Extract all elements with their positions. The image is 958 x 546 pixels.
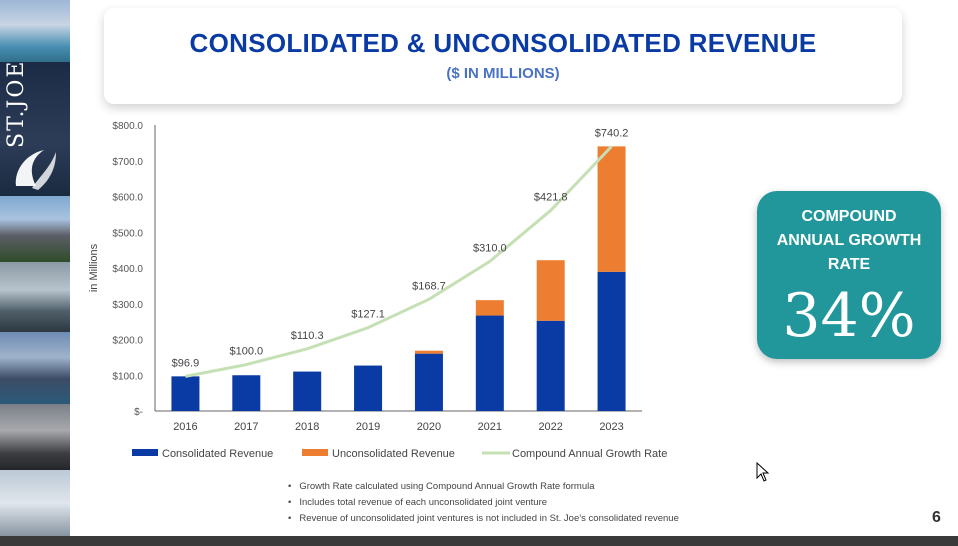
cagr-label: COMPOUND ANNUAL GROWTH RATE: [776, 208, 922, 273]
consolidated-bar: [293, 371, 322, 411]
y-tick-label: $500.0: [112, 228, 143, 239]
sidebar-photo-strip: ST.JOE: [0, 0, 70, 546]
footnotes: Growth Rate calculated using Compound An…: [288, 479, 679, 527]
x-tick-label: 2018: [295, 421, 319, 433]
unconsolidated-bar: [536, 260, 565, 321]
total-data-label: $740.2: [595, 127, 629, 139]
legend-unconsolidated-swatch: [302, 449, 328, 456]
logo-text: ST.JOE: [4, 59, 29, 148]
unconsolidated-bar: [414, 350, 443, 354]
total-data-label: $421.8: [534, 191, 568, 203]
x-tick-label: 2023: [599, 421, 623, 433]
x-tick-label: 2021: [478, 421, 502, 433]
sidebar-photo-dining: [0, 262, 70, 332]
sidebar-photo-flag-pool: [0, 0, 70, 62]
total-data-label: $96.9: [172, 357, 200, 369]
mouse-cursor-icon: [756, 462, 770, 482]
y-tick-label: $700.0: [112, 157, 143, 168]
y-axis-title: in Millions: [88, 243, 100, 292]
x-tick-label: 2019: [356, 421, 380, 433]
legend-consolidated-label: Consolidated Revenue: [162, 448, 273, 460]
legend-unconsolidated-label: Unconsolidated Revenue: [332, 448, 455, 460]
footnote-item: Growth Rate calculated using Compound An…: [288, 479, 679, 495]
footnote-item: Revenue of unconsolidated joint ventures…: [288, 511, 679, 527]
sidebar-photo-patio: [0, 404, 70, 470]
y-tick-label: $400.0: [112, 264, 143, 275]
revenue-chart: $- $100.0 $200.0 $300.0 $400.0 $500.0 $600.0 $7…: [88, 121, 667, 460]
consolidated-bar: [171, 376, 200, 411]
sidebar-photo-building: [0, 196, 70, 262]
y-tick-label: $200.0: [112, 336, 143, 347]
x-tick-label: 2016: [173, 421, 197, 433]
y-tick-label: $-: [134, 407, 143, 418]
cagr-value: 34%: [782, 281, 916, 351]
slide-title: CONSOLIDATED & UNCONSOLIDATED REVENUE: [189, 28, 817, 58]
footnote-item: Includes total revenue of each unconsoli…: [288, 495, 679, 511]
consolidated-bar: [232, 375, 261, 411]
y-tick-label: $100.0: [112, 371, 143, 382]
consolidated-bar: [354, 365, 383, 411]
x-tick-label: 2022: [538, 421, 562, 433]
consolidated-bar: [597, 271, 626, 411]
y-tick-label: $800.0: [112, 121, 143, 132]
cagr-line: [185, 145, 613, 378]
sidebar-photo-interior: [0, 470, 70, 536]
unconsolidated-bar: [475, 300, 504, 316]
logo-swirl-icon: [15, 150, 56, 190]
unconsolidated-bar: [597, 146, 626, 272]
total-data-label: $168.7: [412, 280, 446, 292]
slide-subtitle: ($ IN MILLIONS): [446, 65, 560, 82]
total-data-label: $127.1: [351, 309, 385, 321]
title-card: CONSOLIDATED & UNCONSOLIDATED REVENUE ($…: [104, 8, 902, 104]
sidebar-photo-resort: [0, 332, 70, 404]
total-data-label: $100.0: [229, 346, 263, 358]
st-joe-logo: ST.JOE: [0, 59, 70, 196]
consolidated-bar: [475, 315, 504, 411]
cagr-card: COMPOUND ANNUAL GROWTH RATE 34%: [757, 191, 941, 359]
y-tick-label: $300.0: [112, 300, 143, 311]
consolidated-bar: [536, 320, 565, 411]
total-data-label: $310.0: [473, 242, 507, 254]
total-data-label: $110.3: [291, 330, 324, 342]
x-tick-label: 2017: [234, 421, 258, 433]
page-number: 6: [932, 509, 941, 526]
legend-cagr-line-label: Compound Annual Growth Rate: [512, 448, 667, 460]
consolidated-bar: [414, 353, 443, 411]
bottom-bar: [0, 536, 958, 546]
x-tick-label: 2020: [417, 421, 441, 433]
y-tick-label: $600.0: [112, 193, 143, 204]
legend-consolidated-swatch: [132, 449, 158, 456]
